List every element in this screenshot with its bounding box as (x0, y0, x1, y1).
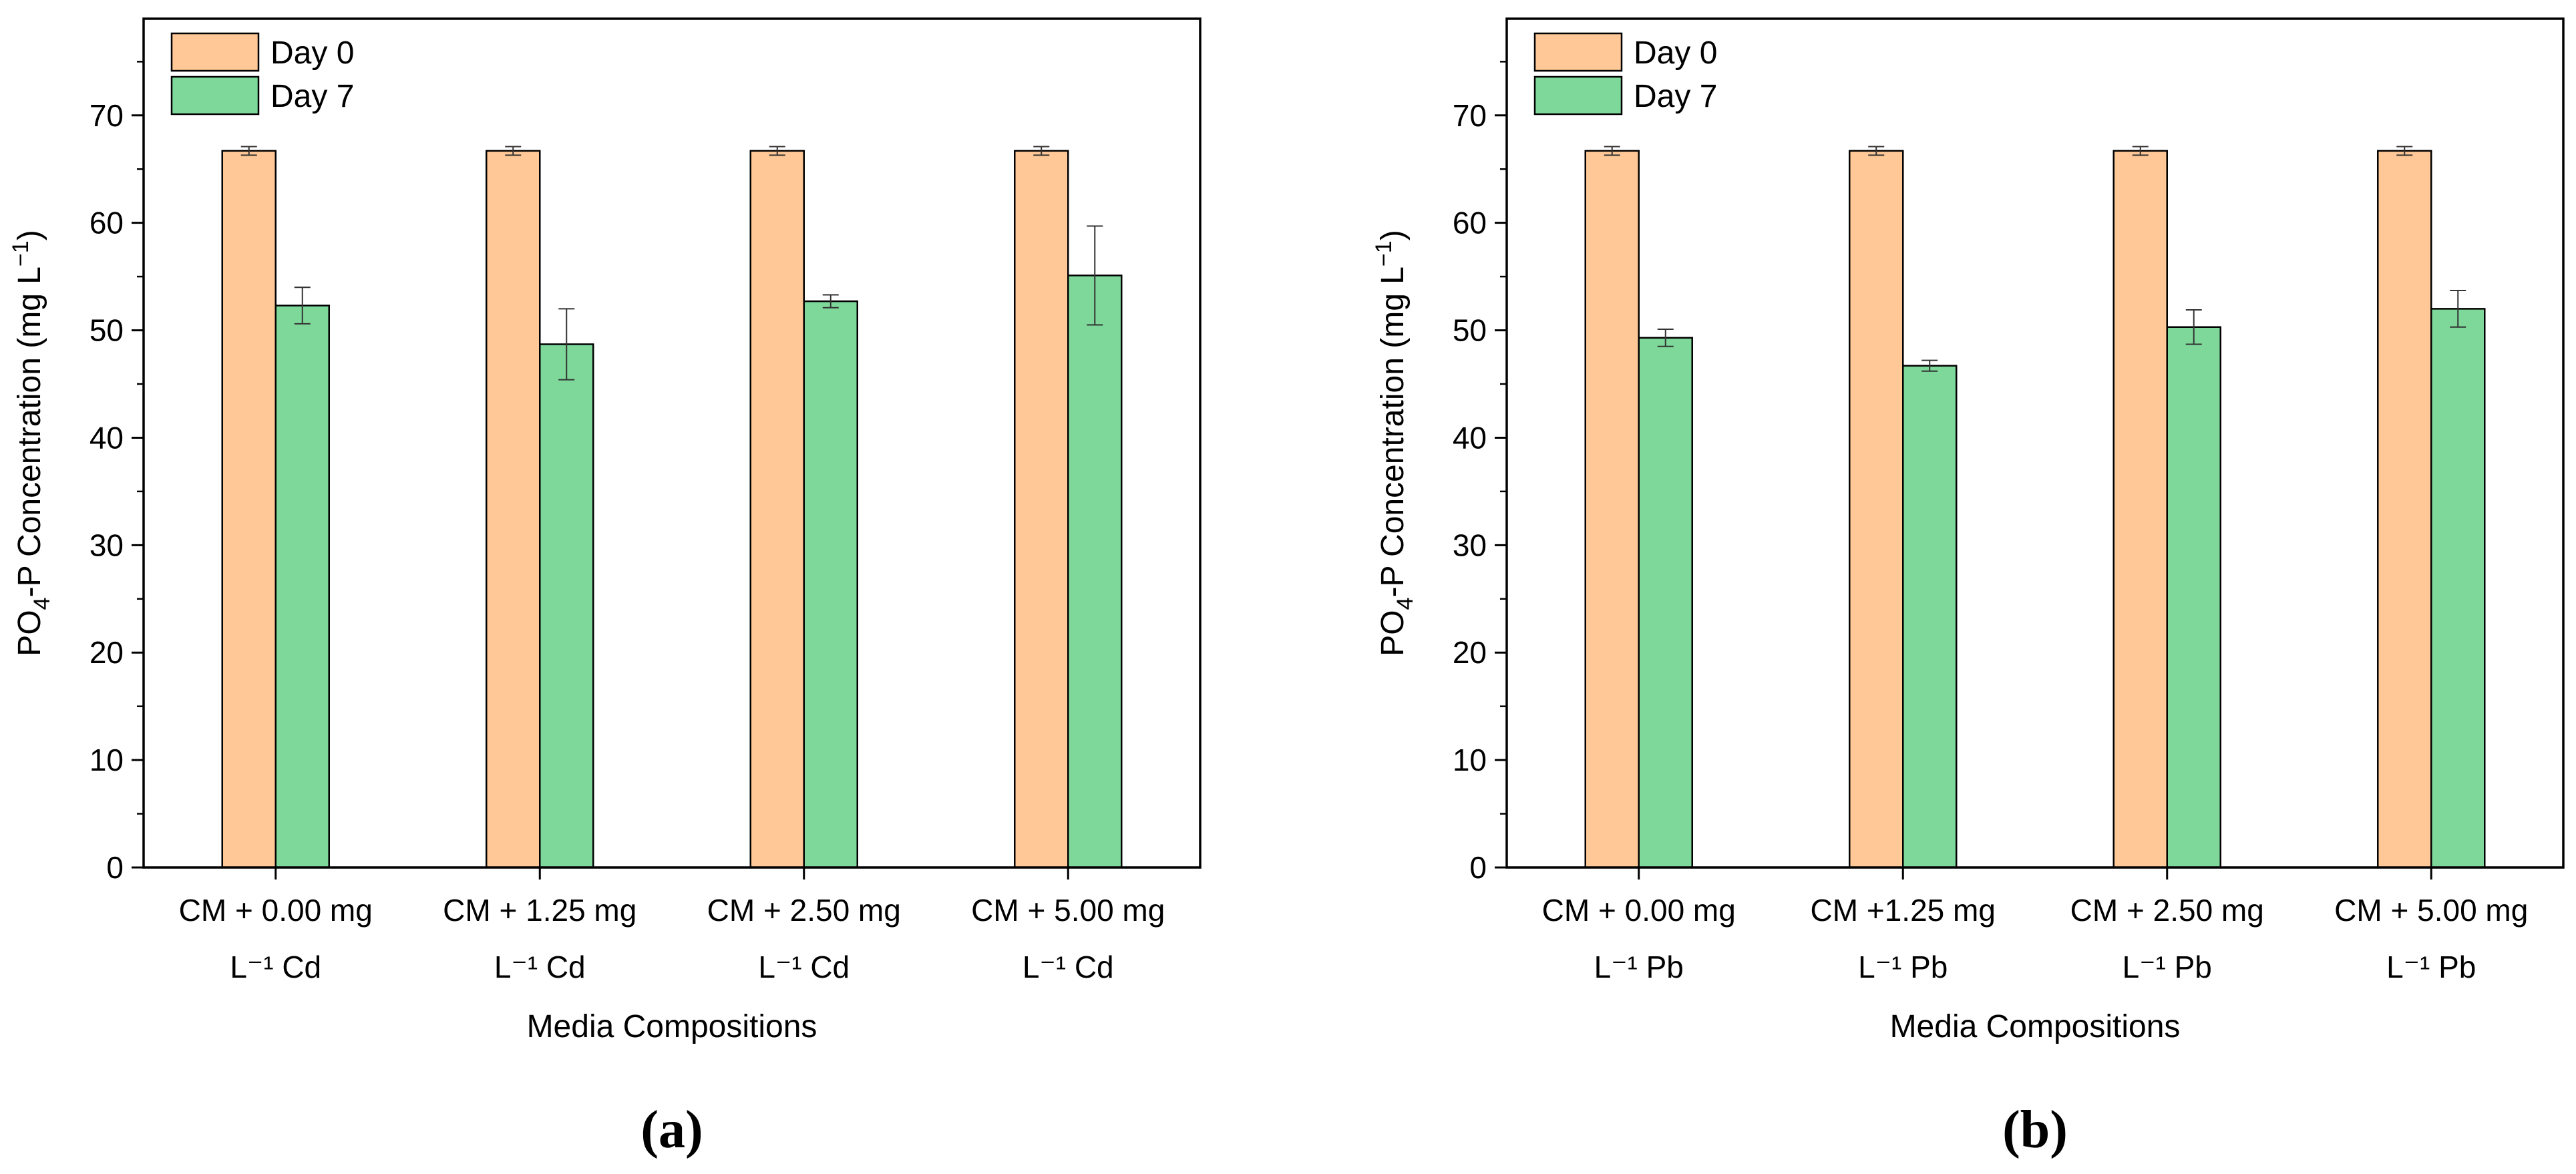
legend-swatch-day7 (1533, 75, 1623, 116)
error-bar-day0-1 (240, 146, 257, 156)
legend-label-day7: Day 7 (270, 79, 354, 114)
y-axis-title-end: ) (12, 230, 47, 240)
bar-day0-1 (221, 150, 277, 869)
y-tick-label: 0 (1469, 850, 1487, 885)
error-bar-day0-3 (2132, 146, 2149, 156)
y-axis-title: PO4-P Concentration (mg L−1) (1371, 230, 1418, 656)
x-tick-label: L⁻¹ Pb (1858, 950, 1948, 984)
error-bar-day0-4 (1033, 146, 1050, 156)
bar-day0-3 (749, 150, 805, 869)
error-bar-day0-1 (1604, 146, 1620, 156)
plot-frame (1505, 17, 2565, 869)
bar-day7-2 (539, 343, 594, 869)
bar-day7-3 (803, 300, 858, 869)
bar-day0-4 (2377, 150, 2432, 869)
x-tick-label: L⁻¹ Cd (494, 950, 586, 984)
y-tick-label: 30 (89, 528, 124, 562)
y-axis-title: PO4-P Concentration (mg L−1) (8, 230, 55, 656)
bar-day0-4 (1014, 150, 1069, 869)
legend-label-day7: Day 7 (1634, 79, 1717, 114)
y-tick-label: 60 (89, 206, 124, 240)
y-axis-title-mid: -P Concentration (mg L (12, 266, 47, 597)
x-tick-label: L⁻¹ Cd (230, 950, 321, 984)
y-tick-label: 0 (106, 850, 124, 885)
error-bar-day0-3 (769, 146, 785, 156)
x-tick-label: CM + 2.50 mg (707, 893, 901, 928)
legend-label-day0: Day 0 (270, 35, 354, 71)
bar-day7-1 (274, 305, 330, 869)
bar-day7-3 (2166, 326, 2221, 869)
bar-day0-1 (1584, 150, 1640, 869)
legend: Day 0 Day 7 (170, 32, 354, 116)
y-axis-title-sub: 4 (29, 597, 55, 610)
y-tick-label: 60 (1453, 206, 1487, 240)
y-tick-label: 40 (89, 420, 124, 455)
x-tick-label: L⁻¹ Pb (2123, 950, 2212, 984)
error-bar-day0-2 (505, 146, 522, 156)
y-tick-label: 20 (89, 635, 124, 670)
x-axis-title: Media Compositions (527, 1009, 817, 1044)
y-tick-label: 10 (1453, 743, 1487, 777)
y-tick-label: 10 (89, 743, 124, 777)
error-bar-day7-3 (2185, 309, 2202, 345)
error-bar-day0-2 (1868, 146, 1885, 156)
y-tick-label: 30 (1453, 528, 1487, 562)
bar-day0-2 (486, 150, 541, 869)
error-bar-day7-1 (1657, 328, 1674, 347)
x-tick-label: CM + 1.25 mg (443, 893, 636, 928)
y-tick-label: 50 (89, 313, 124, 348)
x-tick-label: L⁻¹ Pb (1594, 950, 1684, 984)
x-tick-label: L⁻¹ Pb (2386, 950, 2476, 984)
y-axis-title-main: PO (1375, 610, 1411, 656)
x-tick-label: CM +1.25 mg (1811, 893, 1996, 928)
legend: Day 0 Day 7 (1533, 32, 1717, 116)
x-tick-label: CM + 0.00 mg (1542, 893, 1736, 928)
y-tick-label: 70 (1453, 98, 1487, 133)
error-bar-day7-4 (2450, 290, 2466, 328)
x-tick-label: CM + 5.00 mg (971, 893, 1165, 928)
bar-day7-2 (1902, 365, 1958, 869)
chart-panel-a: 0 10 20 30 40 50 60 70 CM + 0.00 mg L⁻¹ Cd CM + 1.… (8, 17, 1202, 1159)
y-tick-label: 40 (1453, 420, 1487, 455)
bar-day0-3 (2112, 150, 2168, 869)
error-bar-day7-3 (822, 294, 839, 309)
y-tick-label: 50 (1453, 313, 1487, 348)
y-axis-title-mid: -P Concentration (mg L (1375, 266, 1411, 597)
legend-label-day0: Day 0 (1634, 35, 1717, 71)
bar-day7-4 (2430, 308, 2486, 869)
y-axis-title-main: PO (12, 610, 47, 656)
x-tick-label: L⁻¹ Cd (1023, 950, 1114, 984)
bar-day7-1 (1638, 337, 1693, 869)
x-tick-label: CM + 0.00 mg (179, 893, 373, 928)
bar-day0-2 (1849, 150, 1904, 869)
x-axis-title: Media Compositions (1890, 1009, 2181, 1044)
error-bar-day0-4 (2396, 146, 2413, 156)
y-axis-title-sub: 4 (1393, 597, 1418, 610)
panel-label: (a) (640, 1101, 703, 1159)
error-bar-day7-1 (294, 286, 311, 325)
error-bar-day7-4 (1087, 225, 1103, 326)
x-tick-label: CM + 2.50 mg (2070, 893, 2264, 928)
y-tick-label: 20 (1453, 635, 1487, 670)
y-tick-label: 70 (89, 98, 124, 133)
x-tick-label: CM + 5.00 mg (2334, 893, 2528, 928)
error-bar-day7-2 (1921, 359, 1938, 372)
chart-panel-b: 0 10 20 30 40 50 60 70 CM + 0.00 mg L⁻¹ Pb CM +1.2… (1371, 17, 2565, 1159)
x-tick-label: L⁻¹ Cd (758, 950, 850, 984)
plot-frame (142, 17, 1202, 869)
y-axis-title-end: ) (1375, 230, 1411, 240)
y-axis-title-sup: −1 (1371, 240, 1397, 266)
legend-swatch-day7 (170, 75, 260, 116)
panel-label: (b) (2002, 1101, 2068, 1159)
y-axis-title-sup: −1 (8, 240, 33, 266)
bar-day7-4 (1067, 274, 1123, 869)
legend-swatch-day0 (1533, 32, 1623, 72)
legend-swatch-day0 (170, 32, 260, 72)
error-bar-day7-2 (558, 308, 575, 381)
